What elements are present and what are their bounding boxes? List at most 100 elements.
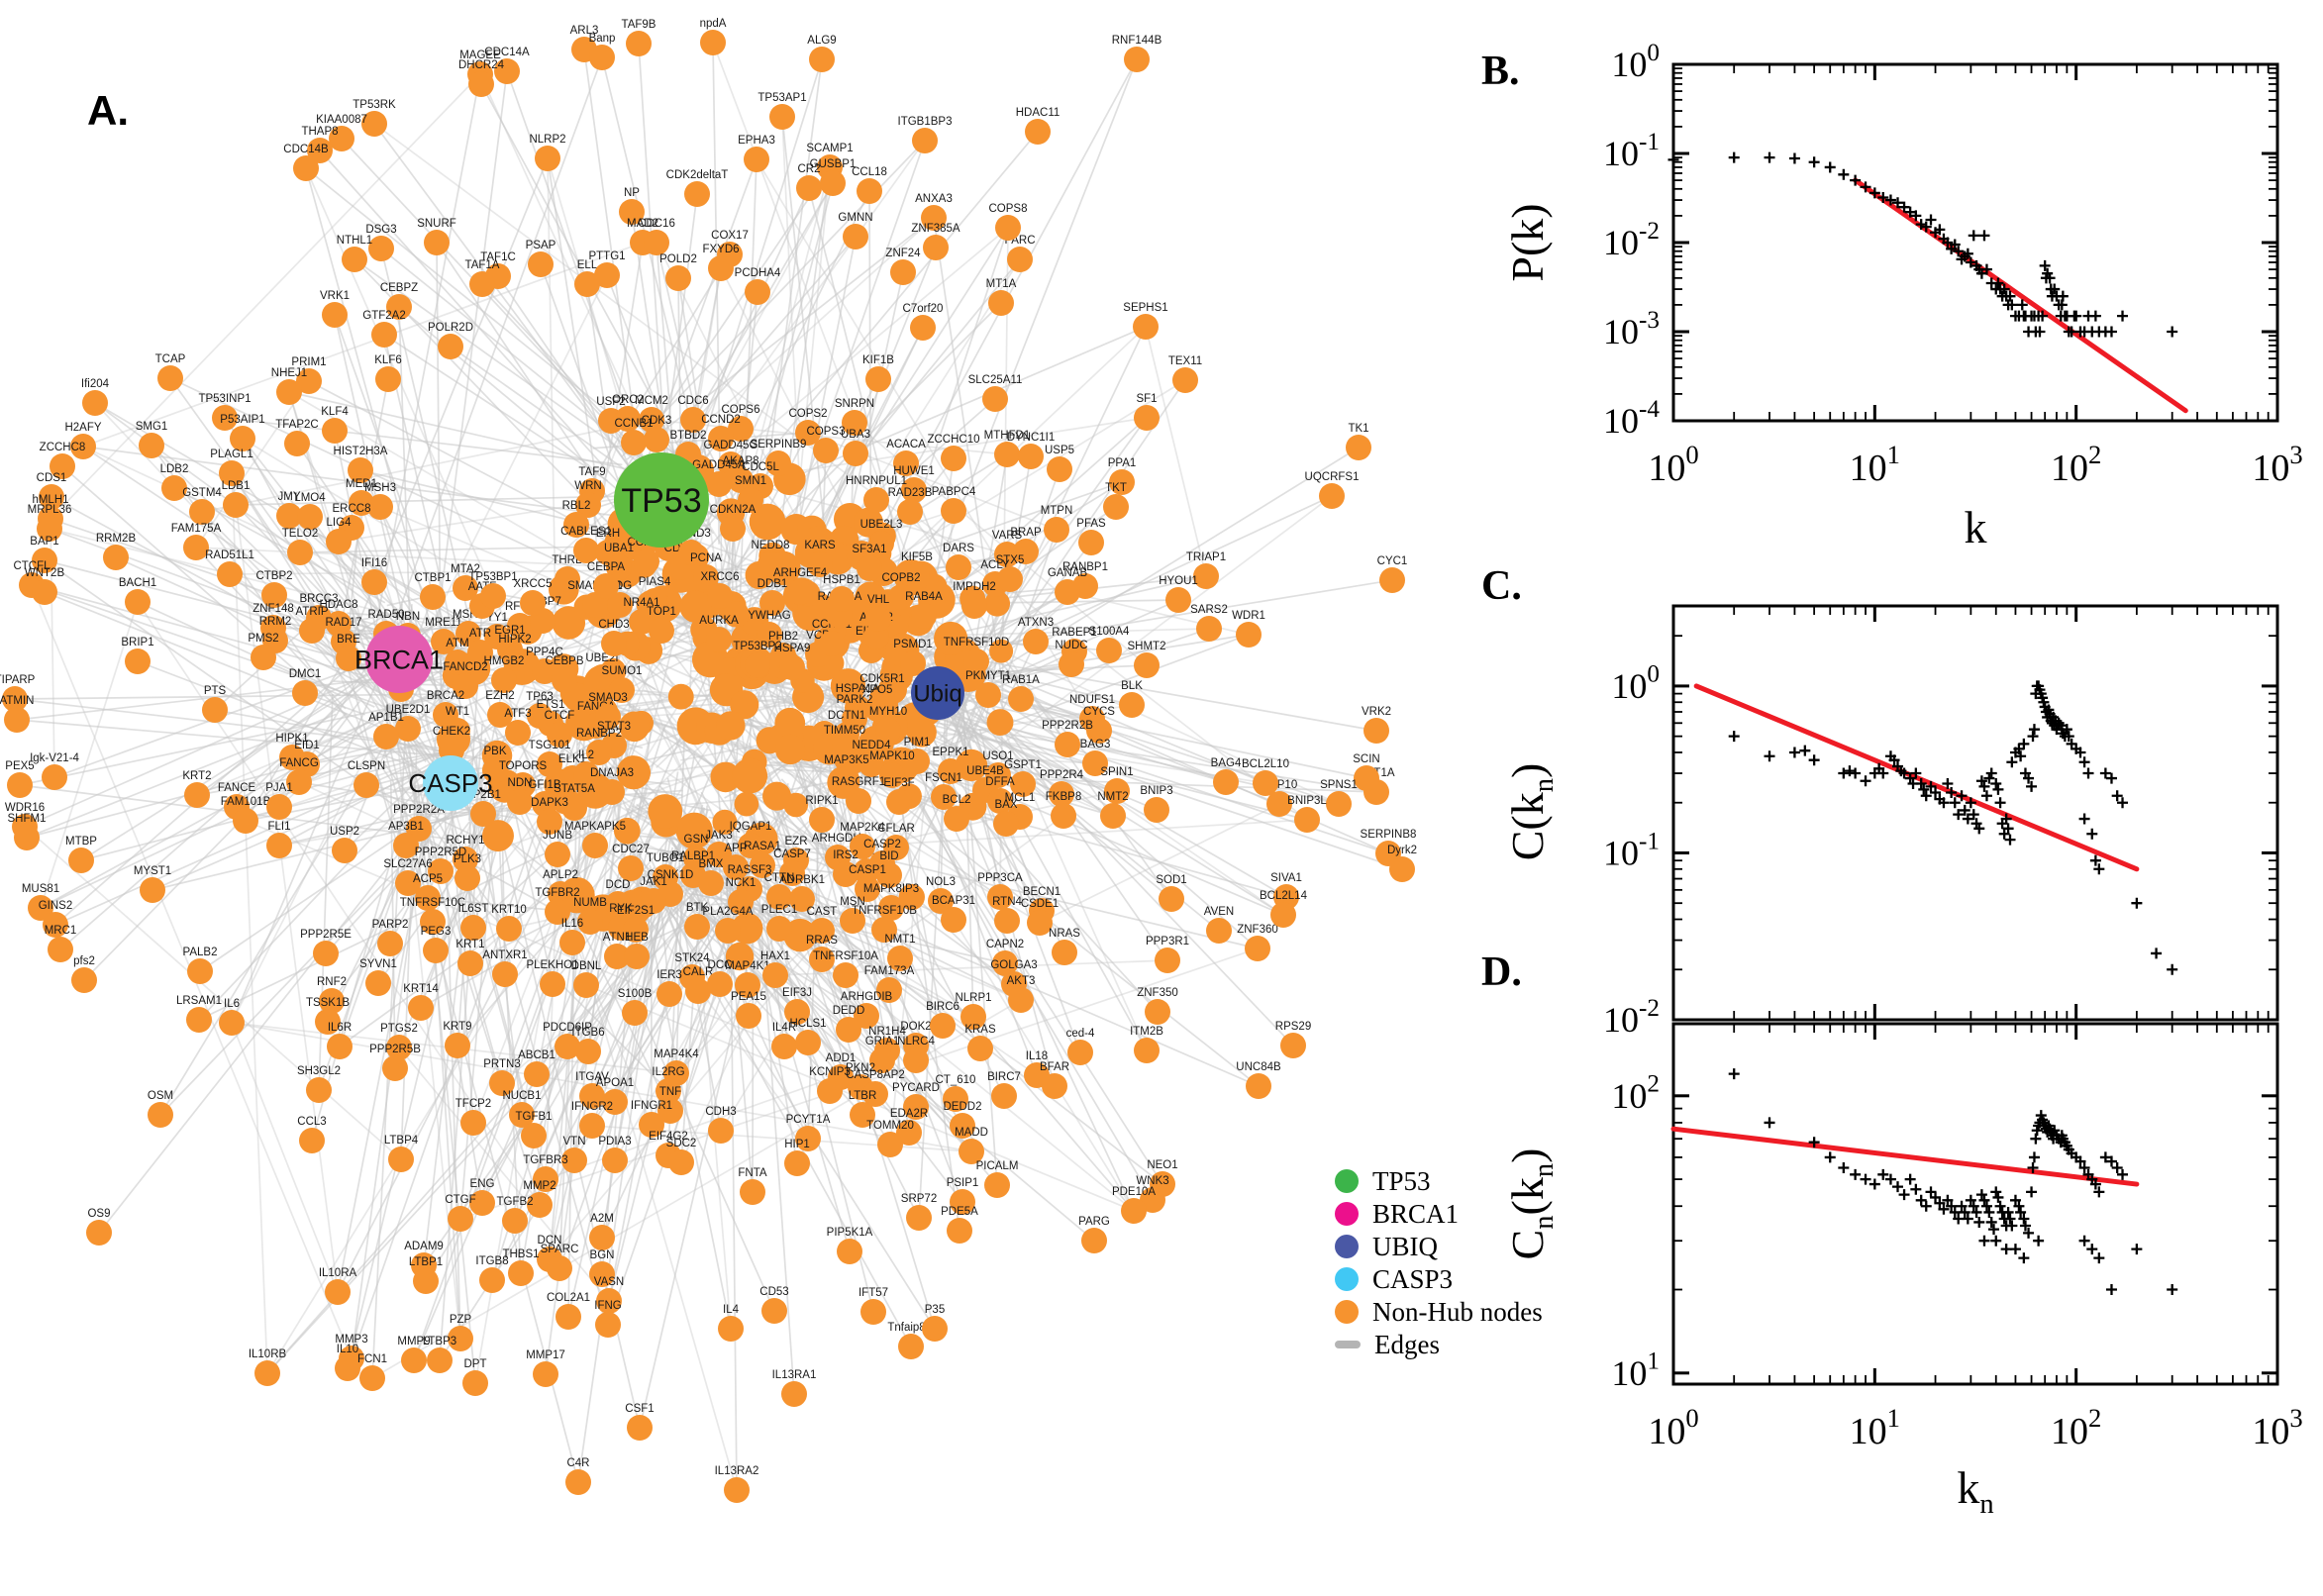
network-node[interactable] — [507, 789, 533, 815]
network-node[interactable] — [287, 540, 313, 565]
network-node[interactable] — [707, 971, 733, 997]
network-node[interactable] — [771, 1034, 797, 1059]
network-node[interactable] — [1213, 769, 1239, 795]
network-node[interactable] — [765, 450, 791, 476]
network-node[interactable] — [809, 807, 835, 833]
network-node[interactable] — [1253, 770, 1278, 796]
network-node[interactable] — [408, 995, 434, 1021]
network-node[interactable] — [740, 1179, 765, 1205]
network-node[interactable] — [545, 899, 570, 925]
cluster-node[interactable] — [749, 503, 786, 541]
network-node[interactable] — [1103, 494, 1129, 520]
network-node[interactable] — [468, 71, 494, 97]
network-node[interactable] — [373, 724, 399, 749]
network-node[interactable] — [589, 1225, 615, 1250]
network-node[interactable] — [813, 438, 839, 463]
network-node[interactable] — [745, 279, 770, 305]
network-node[interactable] — [593, 573, 619, 599]
network-node[interactable] — [1379, 567, 1405, 593]
network-node[interactable] — [469, 271, 495, 297]
network-node[interactable] — [766, 884, 792, 910]
network-node[interactable] — [595, 1312, 621, 1338]
network-node[interactable] — [665, 265, 691, 291]
network-node[interactable] — [386, 1035, 412, 1060]
network-node[interactable] — [878, 895, 904, 921]
network-node[interactable] — [928, 888, 954, 914]
network-node[interactable] — [728, 467, 754, 493]
network-node[interactable] — [161, 475, 187, 501]
network-node[interactable] — [368, 236, 394, 261]
cluster-node[interactable] — [710, 761, 741, 793]
network-node[interactable] — [573, 761, 599, 787]
network-node[interactable] — [995, 215, 1021, 241]
cluster-node[interactable] — [730, 690, 759, 720]
cluster-node[interactable] — [619, 711, 650, 743]
network-node[interactable] — [575, 1039, 601, 1064]
network-node[interactable] — [941, 498, 966, 524]
network-node[interactable] — [202, 697, 228, 723]
network-node[interactable] — [70, 434, 96, 459]
network-node[interactable] — [938, 758, 963, 784]
network-node[interactable] — [467, 640, 493, 665]
network-node[interactable] — [48, 937, 73, 962]
network-node[interactable] — [987, 884, 1013, 910]
network-node[interactable] — [622, 1000, 648, 1026]
network-node[interactable] — [903, 1047, 929, 1073]
network-node[interactable] — [276, 503, 302, 529]
network-node[interactable] — [326, 529, 352, 554]
network-node[interactable] — [14, 825, 40, 850]
network-node[interactable] — [1246, 1073, 1271, 1099]
network-node[interactable] — [984, 1172, 1010, 1198]
network-node[interactable] — [865, 606, 891, 632]
network-node[interactable] — [1196, 616, 1222, 642]
network-node[interactable] — [582, 592, 608, 618]
network-node[interactable] — [552, 667, 577, 693]
network-node[interactable] — [1165, 587, 1191, 613]
network-node[interactable] — [809, 918, 835, 944]
network-node[interactable] — [1027, 910, 1053, 936]
network-node[interactable] — [139, 433, 164, 458]
network-node[interactable] — [547, 1255, 572, 1281]
network-node[interactable] — [556, 1304, 581, 1330]
network-node[interactable] — [438, 334, 463, 359]
network-node[interactable] — [482, 757, 508, 783]
network-node[interactable] — [157, 365, 183, 391]
network-node[interactable] — [1067, 1040, 1093, 1065]
network-node[interactable] — [508, 1260, 534, 1286]
network-node[interactable] — [306, 1077, 332, 1103]
network-node[interactable] — [223, 492, 249, 518]
network-node[interactable] — [893, 450, 919, 476]
network-node[interactable] — [819, 631, 845, 656]
network-node[interactable] — [1051, 803, 1076, 829]
network-node[interactable] — [807, 551, 833, 577]
network-node[interactable] — [700, 30, 726, 55]
network-node[interactable] — [1155, 948, 1180, 973]
network-node[interactable] — [911, 603, 937, 629]
cluster-node[interactable] — [934, 621, 968, 656]
network-node[interactable] — [1010, 771, 1036, 797]
network-node[interactable] — [573, 538, 599, 563]
network-node[interactable] — [994, 442, 1020, 467]
network-node[interactable] — [319, 988, 345, 1014]
network-node[interactable] — [836, 1017, 861, 1043]
network-node[interactable] — [489, 1070, 515, 1096]
network-node[interactable] — [627, 1415, 653, 1441]
network-node[interactable] — [857, 555, 882, 581]
network-node[interactable] — [991, 1083, 1017, 1109]
network-node[interactable] — [103, 545, 129, 570]
network-node[interactable] — [555, 1034, 580, 1059]
network-node[interactable] — [125, 589, 151, 615]
network-node[interactable] — [329, 126, 354, 151]
cluster-node[interactable] — [616, 755, 652, 790]
network-node[interactable] — [479, 1267, 505, 1293]
network-node[interactable] — [910, 315, 936, 341]
network-node[interactable] — [524, 1061, 550, 1087]
network-node[interactable] — [377, 931, 403, 956]
network-node[interactable] — [545, 842, 570, 867]
network-node[interactable] — [332, 838, 357, 863]
network-node[interactable] — [604, 944, 630, 969]
network-node[interactable] — [589, 1261, 615, 1287]
network-node[interactable] — [912, 128, 938, 153]
network-node[interactable] — [994, 908, 1020, 934]
network-node[interactable] — [644, 427, 669, 452]
